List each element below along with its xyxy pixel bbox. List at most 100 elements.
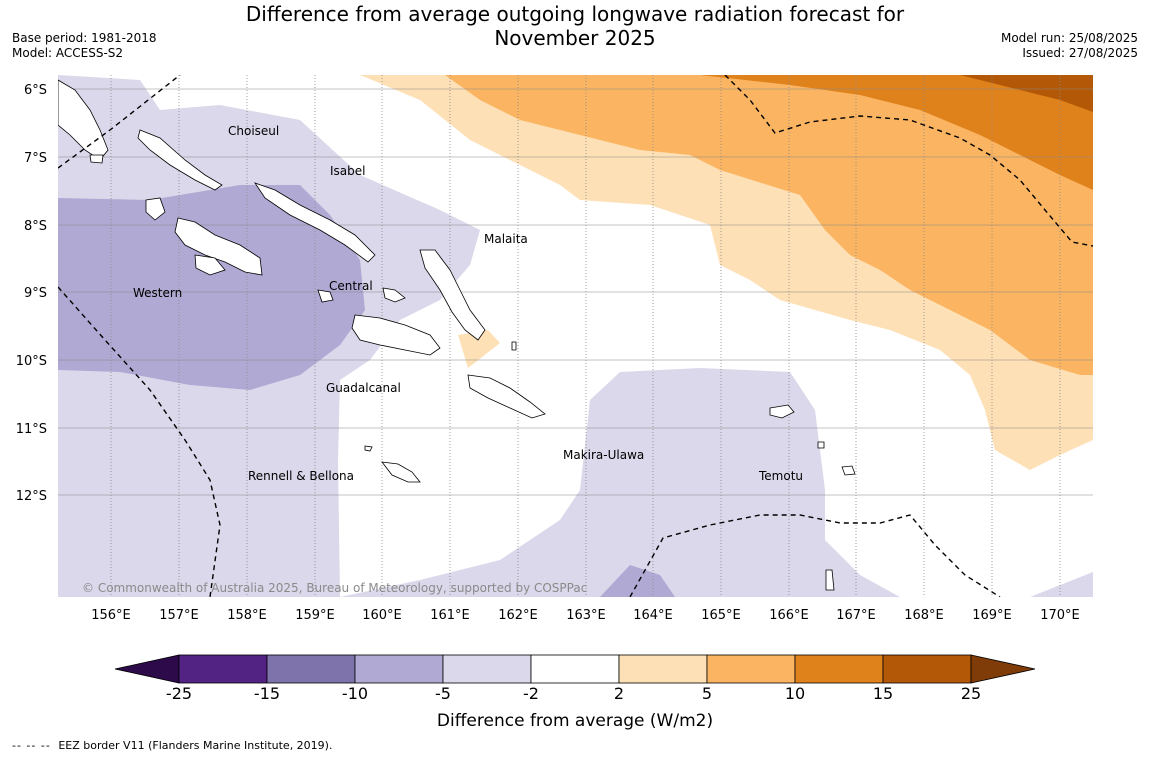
colorbar-tick-4: -2 bbox=[523, 684, 539, 703]
colorbar-bin-5 bbox=[618, 654, 708, 684]
colorbar-bin-6 bbox=[706, 654, 796, 684]
island-rennell bbox=[381, 461, 421, 483]
map-frame: © Commonwealth of Australia 2025, Bureau… bbox=[58, 75, 1093, 597]
model-run-text: Model run: 25/08/2025 bbox=[1000, 31, 1138, 45]
meta-left: Base period: 1981-2018 Model: ACCESS-S2 bbox=[12, 31, 157, 61]
chart-title: Difference from average outgoing longwav… bbox=[0, 2, 1150, 50]
label-central: Central bbox=[329, 279, 373, 293]
lon-tick-169e: 169°E bbox=[972, 608, 1012, 623]
island-small-2 bbox=[511, 341, 517, 351]
label-choiseul: Choiseul bbox=[228, 124, 279, 138]
colorbar-bin-0 bbox=[178, 654, 268, 684]
anomaly-area-light-purple-south bbox=[340, 368, 900, 597]
island-isabel bbox=[254, 182, 376, 263]
label-rennell-bellona: Rennell & Bellona bbox=[248, 469, 354, 483]
island-outlines bbox=[58, 79, 856, 591]
island-santa-cruz bbox=[769, 404, 795, 419]
model-text: Model: ACCESS-S2 bbox=[12, 46, 124, 60]
colorbar-max-arrow bbox=[970, 654, 1036, 684]
label-isabel: Isabel bbox=[330, 164, 365, 178]
base-period-text: Base period: 1981-2018 bbox=[12, 31, 157, 45]
eez-line-west bbox=[58, 286, 221, 597]
colorbar-tick-0: -25 bbox=[166, 684, 192, 703]
copyright-text: © Commonwealth of Australia 2025, Bureau… bbox=[82, 581, 587, 595]
lat-tick-12s: 12°S bbox=[16, 489, 47, 504]
lon-tick-156e: 156°E bbox=[91, 608, 131, 623]
lon-tick-157e: 157°E bbox=[159, 608, 199, 623]
eez-borders bbox=[58, 75, 1093, 597]
island-malaita bbox=[419, 249, 486, 341]
colorbar-bin-4 bbox=[530, 654, 620, 684]
eez-legend-dash: -- -- -- bbox=[12, 739, 51, 752]
colorbar-bin-2 bbox=[354, 654, 444, 684]
island-guadalcanal bbox=[351, 314, 441, 356]
label-makira-ulawa: Makira-Ulawa bbox=[563, 448, 644, 462]
label-malaita: Malaita bbox=[484, 232, 528, 246]
colorbar-bin-3 bbox=[442, 654, 532, 684]
island-small-3 bbox=[825, 569, 835, 591]
island-choiseul bbox=[137, 129, 223, 191]
anomaly-area-medium-purple bbox=[58, 185, 365, 390]
colorbar-bin-8 bbox=[882, 654, 972, 684]
anomaly-area-medium-purple-south bbox=[600, 565, 675, 597]
island-new-georgia bbox=[174, 217, 263, 276]
issued-text: Issued: 27/08/2025 bbox=[1022, 46, 1138, 60]
lon-tick-170e: 170°E bbox=[1040, 608, 1080, 623]
lon-tick-159e: 159°E bbox=[295, 608, 335, 623]
label-temotu: Temotu bbox=[758, 469, 803, 483]
colorbar-bin-7 bbox=[794, 654, 884, 684]
colorbar-label: Difference from average (W/m2) bbox=[437, 711, 713, 731]
eez-line-northwest bbox=[58, 75, 181, 169]
colorbar-tick-6: 5 bbox=[702, 684, 712, 703]
lon-tick-163e: 163°E bbox=[566, 608, 606, 623]
colorbar-tick-7: 10 bbox=[785, 684, 805, 703]
colorbar-tick-2: -10 bbox=[342, 684, 368, 703]
island-bellona bbox=[364, 445, 373, 452]
lon-tick-162e: 162°E bbox=[498, 608, 538, 623]
anomaly-area-orange bbox=[445, 75, 1093, 375]
anomaly-area-light-orange-patch bbox=[458, 330, 500, 368]
island-vanikoro bbox=[841, 465, 856, 476]
colorbar-tick-1: -15 bbox=[254, 684, 280, 703]
colorbar-bins bbox=[178, 654, 972, 684]
lon-tick-164e: 164°E bbox=[633, 608, 673, 623]
title-line-1: Difference from average outgoing longwav… bbox=[245, 2, 905, 26]
lon-tick-labels: 156°E 157°E 158°E 159°E 160°E 161°E 162°… bbox=[91, 608, 1080, 623]
island-utupua bbox=[817, 441, 825, 449]
lat-tick-11s: 11°S bbox=[16, 422, 47, 437]
eez-line-south bbox=[629, 514, 1001, 597]
meta-right: Model run: 25/08/2025 Issued: 27/08/2025 bbox=[1001, 31, 1138, 61]
lat-tick-9s: 9°S bbox=[24, 286, 47, 301]
colorbar-tick-9: 25 bbox=[961, 684, 981, 703]
island-rendova bbox=[194, 254, 226, 276]
label-western: Western bbox=[133, 286, 182, 300]
lat-tick-8s: 8°S bbox=[24, 219, 47, 234]
lon-tick-160e: 160°E bbox=[362, 608, 402, 623]
island-small-1 bbox=[89, 154, 104, 164]
lon-tick-161e: 161°E bbox=[430, 608, 470, 623]
eez-legend-text: EEZ border V11 (Flanders Marine Institut… bbox=[58, 739, 333, 752]
lon-tick-167e: 167°E bbox=[836, 608, 876, 623]
lon-tick-158e: 158°E bbox=[227, 608, 267, 623]
lon-tick-166e: 166°E bbox=[769, 608, 809, 623]
colorbar-tick-8: 15 bbox=[873, 684, 893, 703]
lat-tick-labels: 6°S 7°S 8°S 9°S 10°S 11°S 12°S bbox=[16, 83, 47, 504]
island-makira bbox=[467, 374, 546, 419]
gridlines bbox=[58, 75, 1093, 597]
island-vella bbox=[145, 197, 166, 221]
island-russell bbox=[317, 289, 334, 303]
colorbar-tick-5: 2 bbox=[614, 684, 624, 703]
colorbar: -25 -15 -10 -5 -2 2 5 10 15 25 Difference from av… bbox=[114, 654, 1036, 731]
lat-tick-6s: 6°S bbox=[24, 83, 47, 98]
province-labels: Choiseul Isabel Malaita Western Central … bbox=[133, 124, 803, 483]
lon-tick-168e: 168°E bbox=[904, 608, 944, 623]
anomaly-area-dark-orange bbox=[700, 75, 1093, 190]
colorbar-min-arrow bbox=[114, 654, 180, 684]
colorbar-bin-1 bbox=[266, 654, 356, 684]
anomaly-area-light-purple-se bbox=[1030, 572, 1093, 597]
title-line-2: November 2025 bbox=[494, 26, 656, 50]
lat-tick-10s: 10°S bbox=[16, 354, 47, 369]
lat-tick-7s: 7°S bbox=[24, 151, 47, 166]
label-guadalcanal: Guadalcanal bbox=[326, 381, 401, 395]
